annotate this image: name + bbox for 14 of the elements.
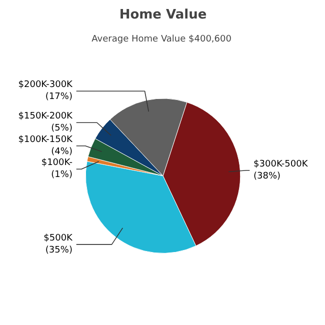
slice-label: $300K-500K <box>254 159 309 170</box>
slice-label: $100K- <box>41 158 72 168</box>
data-label: (5%) <box>51 124 72 134</box>
data-label: (38%) <box>254 171 281 182</box>
slice-label: $500K <box>44 233 74 244</box>
data-label: (35%) <box>45 245 72 256</box>
data-label: (17%) <box>45 92 72 102</box>
data-label: (1%) <box>51 170 72 180</box>
data-label: (4%) <box>51 146 72 157</box>
slice-label: $150K-200K <box>18 112 74 122</box>
chart-title: Home Value <box>119 8 207 22</box>
slice-label: $100K-150K <box>18 134 74 145</box>
chart-subtitle: Average Home Value $400,600 <box>92 34 232 44</box>
slice-label: $200K-300K <box>18 80 74 90</box>
